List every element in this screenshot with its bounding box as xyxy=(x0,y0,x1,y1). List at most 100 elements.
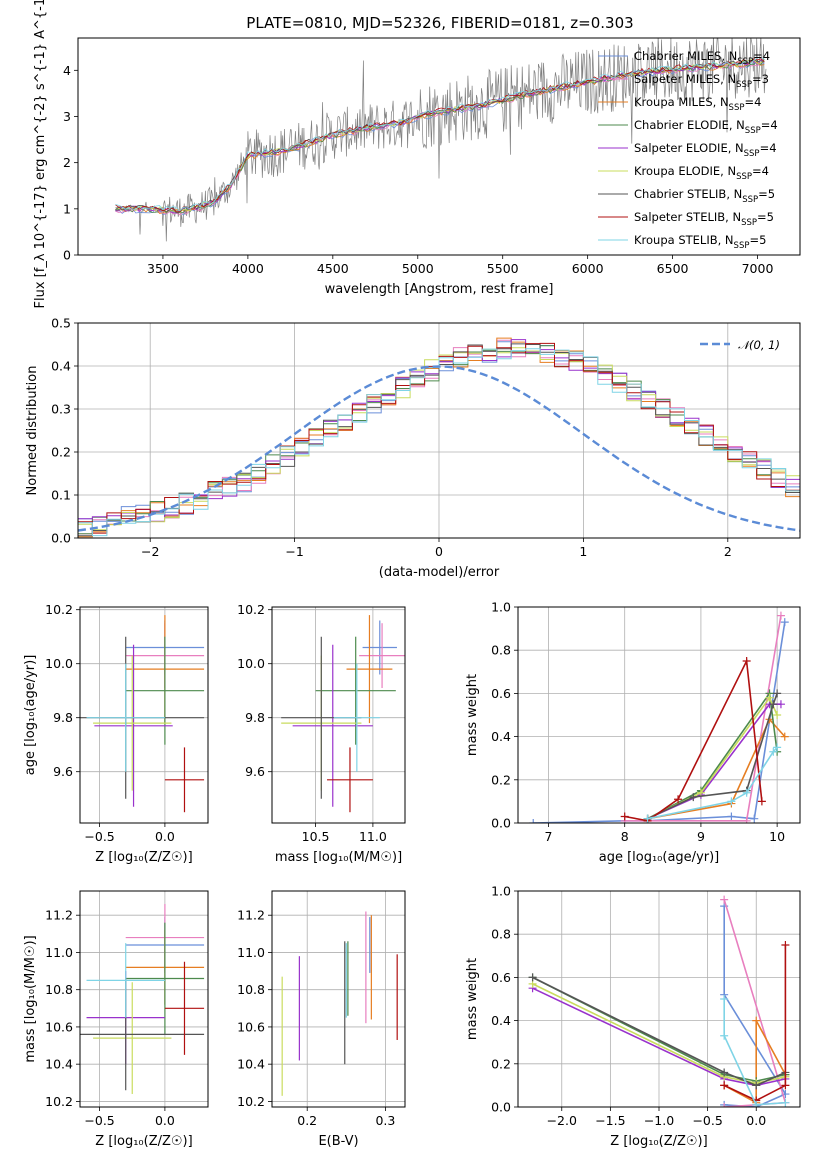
y-tick-label: 0.0 xyxy=(491,816,511,831)
spectrum-legend: Chabrier MILES, NSSP=4 Salpeter MILES, NS… xyxy=(598,49,778,251)
y-tick-label: 0.0 xyxy=(491,1100,511,1115)
legend-entry: Chabrier ELODIE, NSSP=4 xyxy=(634,118,778,136)
x-tick-label: 4500 xyxy=(317,261,349,276)
y-tick-label: 11.0 xyxy=(45,945,73,960)
weight-marker xyxy=(773,711,782,719)
y-tick-label: 0.2 xyxy=(491,1056,511,1071)
x-axis-label: Z [log₁₀(Z/Z☉)] xyxy=(95,850,192,865)
y-tick-label: 9.8 xyxy=(245,710,265,725)
y-tick-label: 0.2 xyxy=(491,772,511,787)
axes-frame xyxy=(517,890,801,1108)
y-tick-label: 10.4 xyxy=(237,1057,265,1072)
y-tick-label: 10.6 xyxy=(237,1019,265,1034)
x-tick-label: 0.0 xyxy=(155,1113,175,1128)
weight-line xyxy=(532,987,786,1087)
y-tick-label: 4 xyxy=(63,63,71,78)
x-axis-label: age [log₁₀(age/yr)] xyxy=(599,850,720,865)
x-tick-label: −0.5 xyxy=(84,829,114,844)
panel-weight-vs-Z: −2.0 −1.5 −1.0 −0.5 0.0 0.0 0.2 0.4 0.6 0.8 1.0 Z [… xyxy=(465,884,801,1149)
x-tick-label: −0.5 xyxy=(692,1113,722,1128)
x-tick-label: 9 xyxy=(697,829,705,844)
y-tick-label: 10.2 xyxy=(237,602,265,617)
y-tick-label: 0 xyxy=(63,248,71,263)
weight-marker xyxy=(780,732,789,741)
legend-entry: Salpeter STELIB, NSSP=5 xyxy=(634,210,774,228)
y-tick-label: 0.3 xyxy=(51,402,71,417)
x-axis-label: Z [log₁₀(Z/Z☉)] xyxy=(610,1134,707,1149)
x-tick-label: 7000 xyxy=(742,261,774,276)
legend-entry: Kroupa MILES, NSSP=4 xyxy=(634,95,761,113)
y-tick-label: 0.8 xyxy=(491,643,511,658)
x-tick-label: 10 xyxy=(769,829,785,844)
y-tick-label: 0.4 xyxy=(51,359,71,374)
gaussian-legend-label: 𝒩(0, 1) xyxy=(738,338,780,352)
y-tick-label: 10.2 xyxy=(45,602,73,617)
weight-line xyxy=(624,615,782,822)
axes-frame xyxy=(517,606,801,824)
y-tick-label: 11.0 xyxy=(237,945,265,960)
weight-line xyxy=(723,999,786,1106)
spectrum-data-line xyxy=(115,38,767,242)
y-tick-label: 10.4 xyxy=(45,1057,73,1072)
panel-mass-vs-ebv: 0.2 0.3 10.2 10.4 10.6 10.8 11.0 11.2 E(B-V) xyxy=(237,890,406,1149)
weight-marker xyxy=(720,1068,729,1077)
y-tick-label: 9.6 xyxy=(245,764,265,779)
weight-marker xyxy=(720,1081,729,1090)
panels: 3500 4000 4500 5000 5500 6000 6500 7000 0 1 2 3 4 wav… xyxy=(23,0,801,1149)
y-axis-label: mass weight xyxy=(465,958,480,1040)
x-tick-label: 11.0 xyxy=(359,829,387,844)
weight-marker xyxy=(674,795,683,804)
y-tick-label: 10.8 xyxy=(45,982,73,997)
weight-marker xyxy=(769,747,778,756)
weight-marker xyxy=(780,618,789,627)
axes-frame xyxy=(271,606,406,824)
weight-marker xyxy=(742,788,751,797)
plot-area xyxy=(281,615,405,813)
weight-marker xyxy=(769,700,778,709)
x-tick-label: −2.0 xyxy=(547,1113,577,1128)
x-tick-label: 6500 xyxy=(657,261,689,276)
figure-title: PLATE=0810, MJD=52326, FIBERID=0181, z=0… xyxy=(246,14,633,32)
y-tick-label: 9.8 xyxy=(53,710,73,725)
x-tick-label: 0.0 xyxy=(155,829,175,844)
legend-entry: Chabrier MILES, NSSP=4 xyxy=(634,49,770,67)
panel-age-vs-Z: −0.5 0.0 9.6 9.8 10.0 10.2 Z [log₁₀(Z/Z☉)] age … xyxy=(23,602,209,865)
x-tick-label: −1.5 xyxy=(595,1113,625,1128)
y-axis-label: Normed distribution xyxy=(25,366,40,496)
y-tick-label: 10.0 xyxy=(237,656,265,671)
x-tick-label: 0.3 xyxy=(375,1113,395,1128)
weight-marker xyxy=(781,941,790,949)
weight-marker xyxy=(750,814,759,823)
weight-marker xyxy=(773,689,782,698)
weight-marker xyxy=(689,793,698,802)
axes-frame xyxy=(79,606,209,824)
axes-frame xyxy=(77,322,801,539)
y-tick-label: 10.8 xyxy=(237,982,265,997)
y-tick-label: 0.4 xyxy=(491,1013,511,1028)
x-tick-label: −2 xyxy=(141,544,159,559)
plot-area xyxy=(78,337,800,538)
weight-line xyxy=(647,717,786,820)
weight-marker xyxy=(781,1081,790,1090)
plot-area xyxy=(529,611,789,823)
weight-marker xyxy=(776,611,785,620)
x-tick-label: 8 xyxy=(621,829,629,844)
y-tick-label: 10.6 xyxy=(45,1019,73,1034)
weight-marker xyxy=(528,973,537,982)
weight-marker xyxy=(742,657,751,665)
weight-line xyxy=(532,976,786,1087)
legend-entry: Salpeter MILES, NSSP=3 xyxy=(634,72,769,90)
x-tick-label: −1 xyxy=(285,544,303,559)
x-tick-label: 2 xyxy=(724,544,732,559)
weight-marker xyxy=(727,797,736,806)
y-axis-label: age [log₁₀(age/yr)] xyxy=(23,655,38,776)
weight-marker xyxy=(773,743,782,752)
weight-marker xyxy=(529,819,538,823)
legend-entry: Kroupa STELIB, NSSP=5 xyxy=(634,233,766,251)
y-tick-label: 1.0 xyxy=(491,884,511,899)
x-tick-label: 0.0 xyxy=(746,1113,766,1128)
gaussian-reference-line xyxy=(78,365,800,532)
panel-spectrum: 3500 4000 4500 5000 5500 6000 6500 7000 0 1 2 3 4 wav… xyxy=(33,0,801,308)
weight-marker xyxy=(720,895,729,904)
weight-line xyxy=(647,691,778,820)
